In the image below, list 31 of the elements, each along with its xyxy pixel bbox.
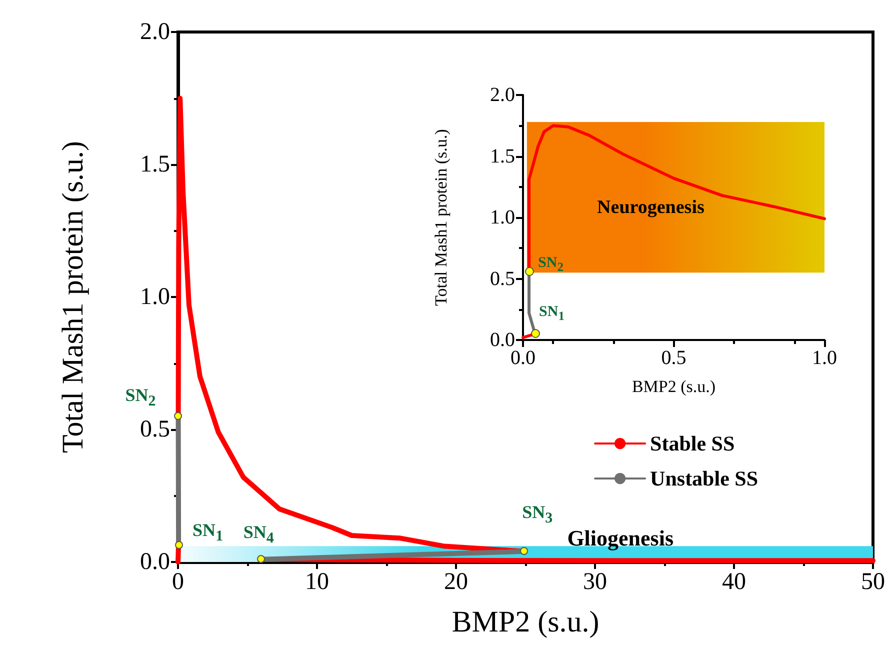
x-tick-label: 20 <box>444 569 468 595</box>
x-tick-label: 1.0 <box>812 347 837 369</box>
y-axis-title: Total Mash1 protein (s.u.) <box>56 140 90 454</box>
x-tick-label: 30 <box>583 569 607 595</box>
x-axis-title: BMP2 (s.u.) <box>452 606 600 638</box>
x-axis-title: BMP2 (s.u.) <box>632 377 716 396</box>
x-tick-label: 0 <box>172 569 184 595</box>
y-tick-label: 1.0 <box>490 206 515 228</box>
x-tick-label: 0.5 <box>661 347 686 369</box>
annotation: SN$_{4}$ <box>243 522 274 548</box>
legend-label: Unstable SS <box>650 466 758 490</box>
annotation: SN$_{1}$ <box>539 304 564 324</box>
y-tick-label: 0.5 <box>490 268 515 290</box>
y-tick-label: 1.5 <box>140 152 170 178</box>
y-tick-label: 1.0 <box>140 284 170 310</box>
y-axis-title: Total Mash1 protein (s.u.) <box>432 129 451 306</box>
y-tick-label: 1.5 <box>490 145 515 168</box>
band-label: Gliogenesis <box>567 526 674 551</box>
y-tick-label: 2.0 <box>490 84 515 106</box>
legend-label: Stable SS <box>650 432 735 456</box>
y-tick-label: 0.0 <box>140 549 170 575</box>
x-tick-label: 50 <box>861 569 885 595</box>
x-tick-label: 10 <box>305 569 329 595</box>
y-tick-label: 2.0 <box>140 19 170 45</box>
annotation: SN$_{3}$ <box>522 502 553 528</box>
annotation: SN$_{1}$ <box>192 520 224 545</box>
band-label: Neurogenesis <box>597 196 704 218</box>
annotation: SN$_{2}$ <box>125 385 156 410</box>
x-tick-label: 40 <box>722 569 746 595</box>
annotation: SN$_{2}$ <box>538 255 564 276</box>
y-tick-label: 0.5 <box>140 416 170 442</box>
